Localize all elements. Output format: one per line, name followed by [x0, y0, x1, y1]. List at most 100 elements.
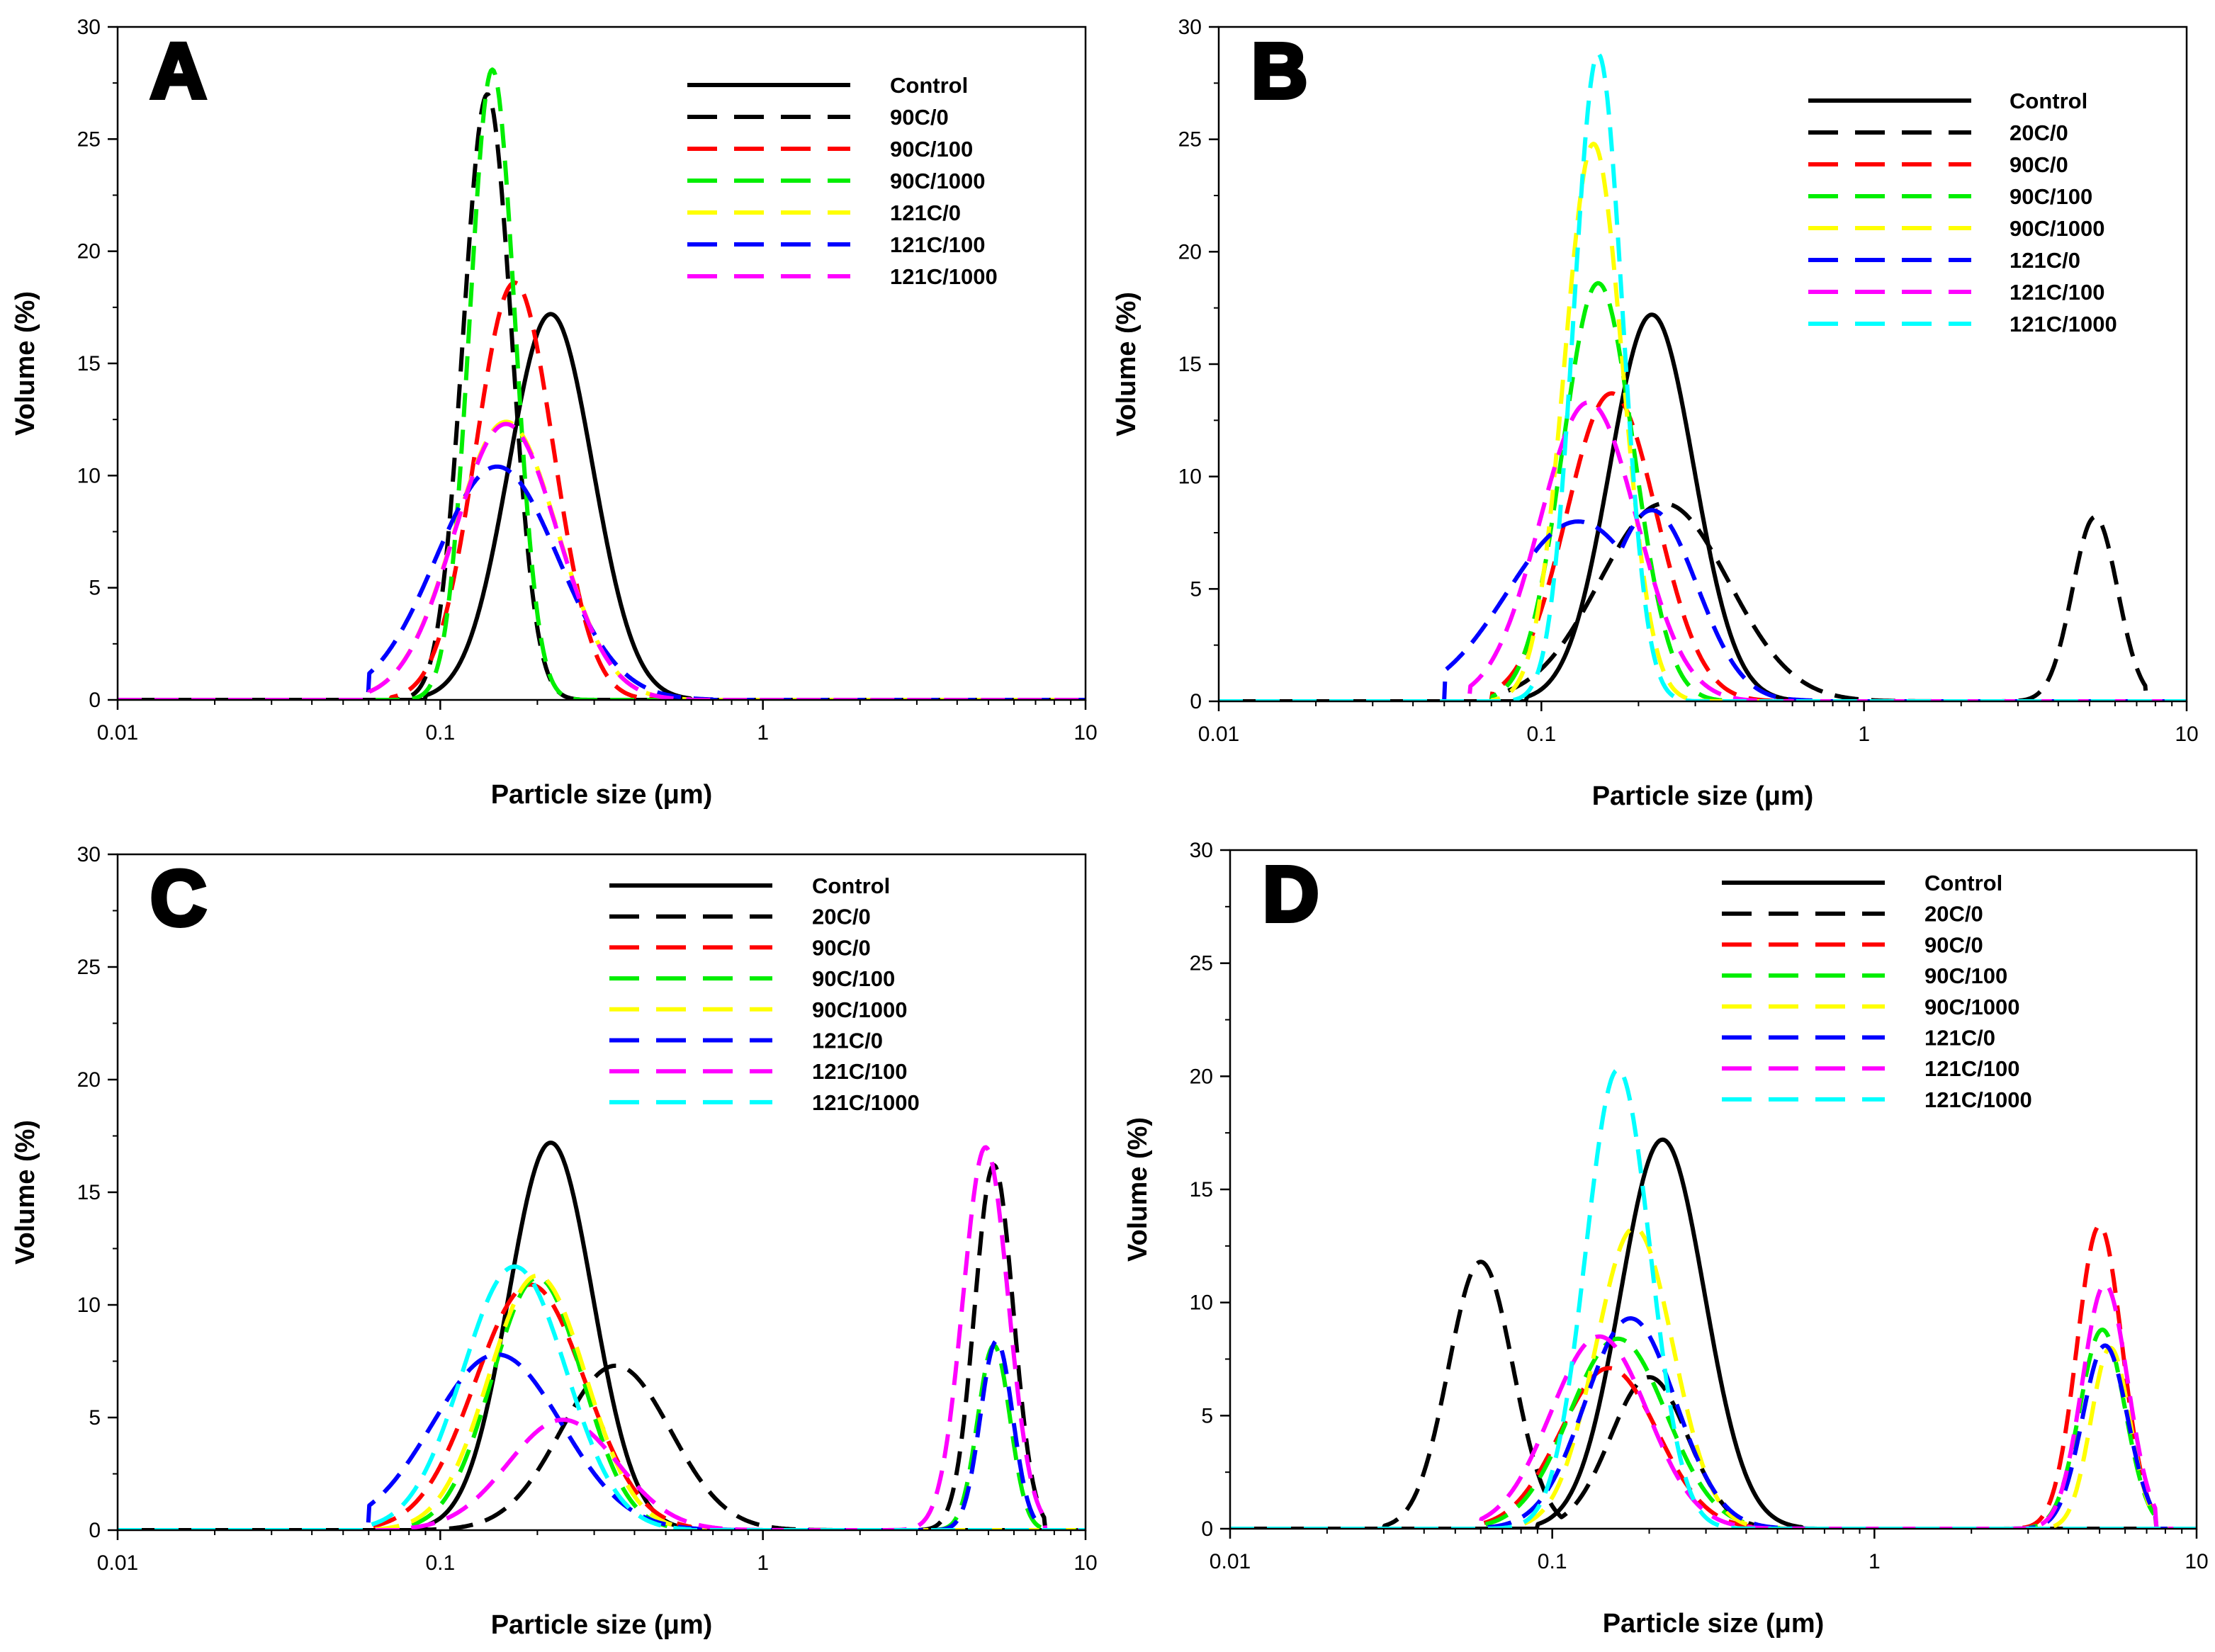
- y-tick-label: 25: [77, 128, 101, 151]
- y-tick-label: 25: [1178, 128, 1202, 152]
- series-line-121c-100: [1219, 400, 2187, 701]
- legend-label: 20C/0: [812, 905, 871, 929]
- curves: [118, 67, 1086, 700]
- x-tick-label: 0.1: [1526, 723, 1556, 746]
- legend-label: 90C/100: [812, 966, 895, 991]
- y-tick-label: 0: [1190, 690, 1202, 713]
- series-line-121c-1000: [118, 422, 1086, 700]
- y-tick-label: 5: [1201, 1404, 1213, 1427]
- y-tick-label: 10: [1190, 1291, 1213, 1315]
- series-line-90c-100: [1219, 281, 2187, 701]
- series-line-90c-100: [1230, 1328, 2197, 1529]
- legend-label: 121C/100: [812, 1059, 907, 1084]
- y-tick-label: 5: [89, 577, 101, 600]
- y-tick-label: 30: [1178, 16, 1202, 39]
- panel-label: C: [150, 855, 206, 942]
- x-tick-label: 0.1: [1538, 1550, 1567, 1573]
- y-tick-label: 20: [1190, 1065, 1213, 1088]
- x-tick-label: 1: [757, 1551, 769, 1575]
- series-line-90c-100: [118, 1275, 1086, 1530]
- y-axis-title: Volume (%): [11, 1120, 40, 1265]
- y-tick-label: 0: [89, 689, 101, 712]
- y-tick-label: 25: [77, 956, 101, 979]
- series-line-90c-1000: [118, 1273, 1086, 1530]
- legend-label: Control: [812, 873, 890, 898]
- series-line-90c-0: [1219, 391, 2187, 701]
- y-tick-label: 5: [89, 1406, 101, 1430]
- legend-label: 90C/0: [2010, 152, 2068, 177]
- legend-label: 90C/0: [890, 105, 949, 130]
- legend-label: 90C/100: [890, 137, 973, 162]
- panel-label: B: [1251, 28, 1307, 115]
- legend-label: Control: [2010, 89, 2087, 113]
- y-tick-label: 15: [1190, 1178, 1213, 1201]
- x-axis-title: Particle size (μm): [1603, 1609, 1825, 1639]
- legend-label: 90C/100: [2010, 184, 2092, 209]
- y-tick-label: 20: [77, 240, 101, 264]
- legend-label: 121C/0: [812, 1029, 883, 1053]
- legend-label: 90C/100: [1924, 963, 2007, 988]
- y-tick-label: 5: [1190, 577, 1202, 601]
- legend-label: Control: [890, 73, 968, 98]
- series-line-control: [118, 312, 1086, 700]
- series-line-121c-100: [118, 1145, 1086, 1530]
- series-line-control: [118, 1141, 1086, 1530]
- panel-label: A: [150, 28, 206, 115]
- curves: [1219, 52, 2187, 701]
- y-tick-label: 20: [77, 1068, 101, 1092]
- legend: Control 20C/0 90C/0 90C/100 90C/1000 121C/0 12…: [1722, 871, 2032, 1112]
- panel-a: 0 5 10 15 20 25 30 0.01 0.1 1 10 Particle size (μm)…: [11, 16, 1098, 810]
- x-tick-label: 1: [757, 721, 769, 745]
- x-axis-title: Particle size (μm): [1592, 781, 1814, 811]
- x-tick-label: 10: [2175, 723, 2198, 746]
- series-line-control: [1219, 312, 2187, 701]
- x-tick-label: 0.01: [1198, 723, 1239, 746]
- series-line-121c-100: [1230, 1282, 2197, 1529]
- y-axis-title: Volume (%): [1112, 292, 1142, 436]
- legend-label: 90C/1000: [2010, 216, 2104, 241]
- y-tick-label: 0: [1201, 1517, 1213, 1541]
- y-tick-label: 30: [77, 16, 101, 39]
- series-line-control: [1230, 1137, 2197, 1529]
- legend: Control 20C/0 90C/0 90C/100 90C/1000 121C/0 12…: [1808, 89, 2117, 336]
- y-tick-label: 10: [77, 464, 101, 487]
- x-tick-label: 0.01: [1210, 1550, 1251, 1573]
- y-tick-label: 10: [1178, 465, 1202, 489]
- legend-label: 121C/1000: [812, 1090, 920, 1115]
- series-line-121c-1000: [118, 1264, 1086, 1530]
- y-axis-title: Volume (%): [1123, 1117, 1153, 1262]
- y-tick-label: 15: [77, 1181, 101, 1204]
- series-line-121c-0: [118, 419, 1086, 700]
- legend-label: 121C/0: [2010, 248, 2080, 273]
- legend-label: 121C/0: [1924, 1026, 1995, 1051]
- legend-label: 20C/0: [1924, 902, 1983, 927]
- x-tick-label: 1: [1869, 1550, 1881, 1573]
- legend-label: 20C/0: [2010, 120, 2068, 145]
- x-tick-label: 10: [2185, 1550, 2208, 1573]
- panel-d: 0 5 10 15 20 25 30 0.01 0.1 1 10 Particle size (μm)…: [1123, 839, 2209, 1639]
- panel-c: 0 5 10 15 20 25 30 0.01 0.1 1 10 Particle size (μm)…: [11, 843, 1098, 1640]
- legend: Control 20C/0 90C/0 90C/100 90C/1000 121C/0 12…: [609, 873, 920, 1115]
- series-line-121c-0: [118, 1339, 1086, 1530]
- curves: [118, 1141, 1086, 1530]
- x-axis-title: Particle size (μm): [491, 1610, 713, 1640]
- series-line-90c-0: [1230, 1223, 2197, 1529]
- legend-label: 121C/100: [890, 232, 985, 257]
- y-tick-label: 15: [77, 352, 101, 375]
- legend-label: 90C/1000: [812, 997, 907, 1022]
- y-tick-label: 20: [1178, 240, 1202, 264]
- y-tick-label: 30: [77, 843, 101, 866]
- x-tick-label: 0.01: [97, 721, 138, 745]
- x-tick-label: 0.1: [425, 721, 455, 745]
- series-line-90c-100: [118, 281, 1086, 700]
- legend-label: 90C/0: [1924, 932, 1983, 957]
- y-tick-label: 25: [1190, 952, 1213, 975]
- x-tick-label: 1: [1858, 723, 1870, 746]
- y-tick-label: 10: [77, 1294, 101, 1317]
- legend-label: 121C/100: [2010, 280, 2104, 305]
- legend-label: 121C/1000: [1924, 1087, 2032, 1112]
- panel-label: D: [1263, 851, 1319, 938]
- legend-label: 90C/1000: [890, 169, 985, 193]
- legend-label: 121C/1000: [2010, 312, 2117, 336]
